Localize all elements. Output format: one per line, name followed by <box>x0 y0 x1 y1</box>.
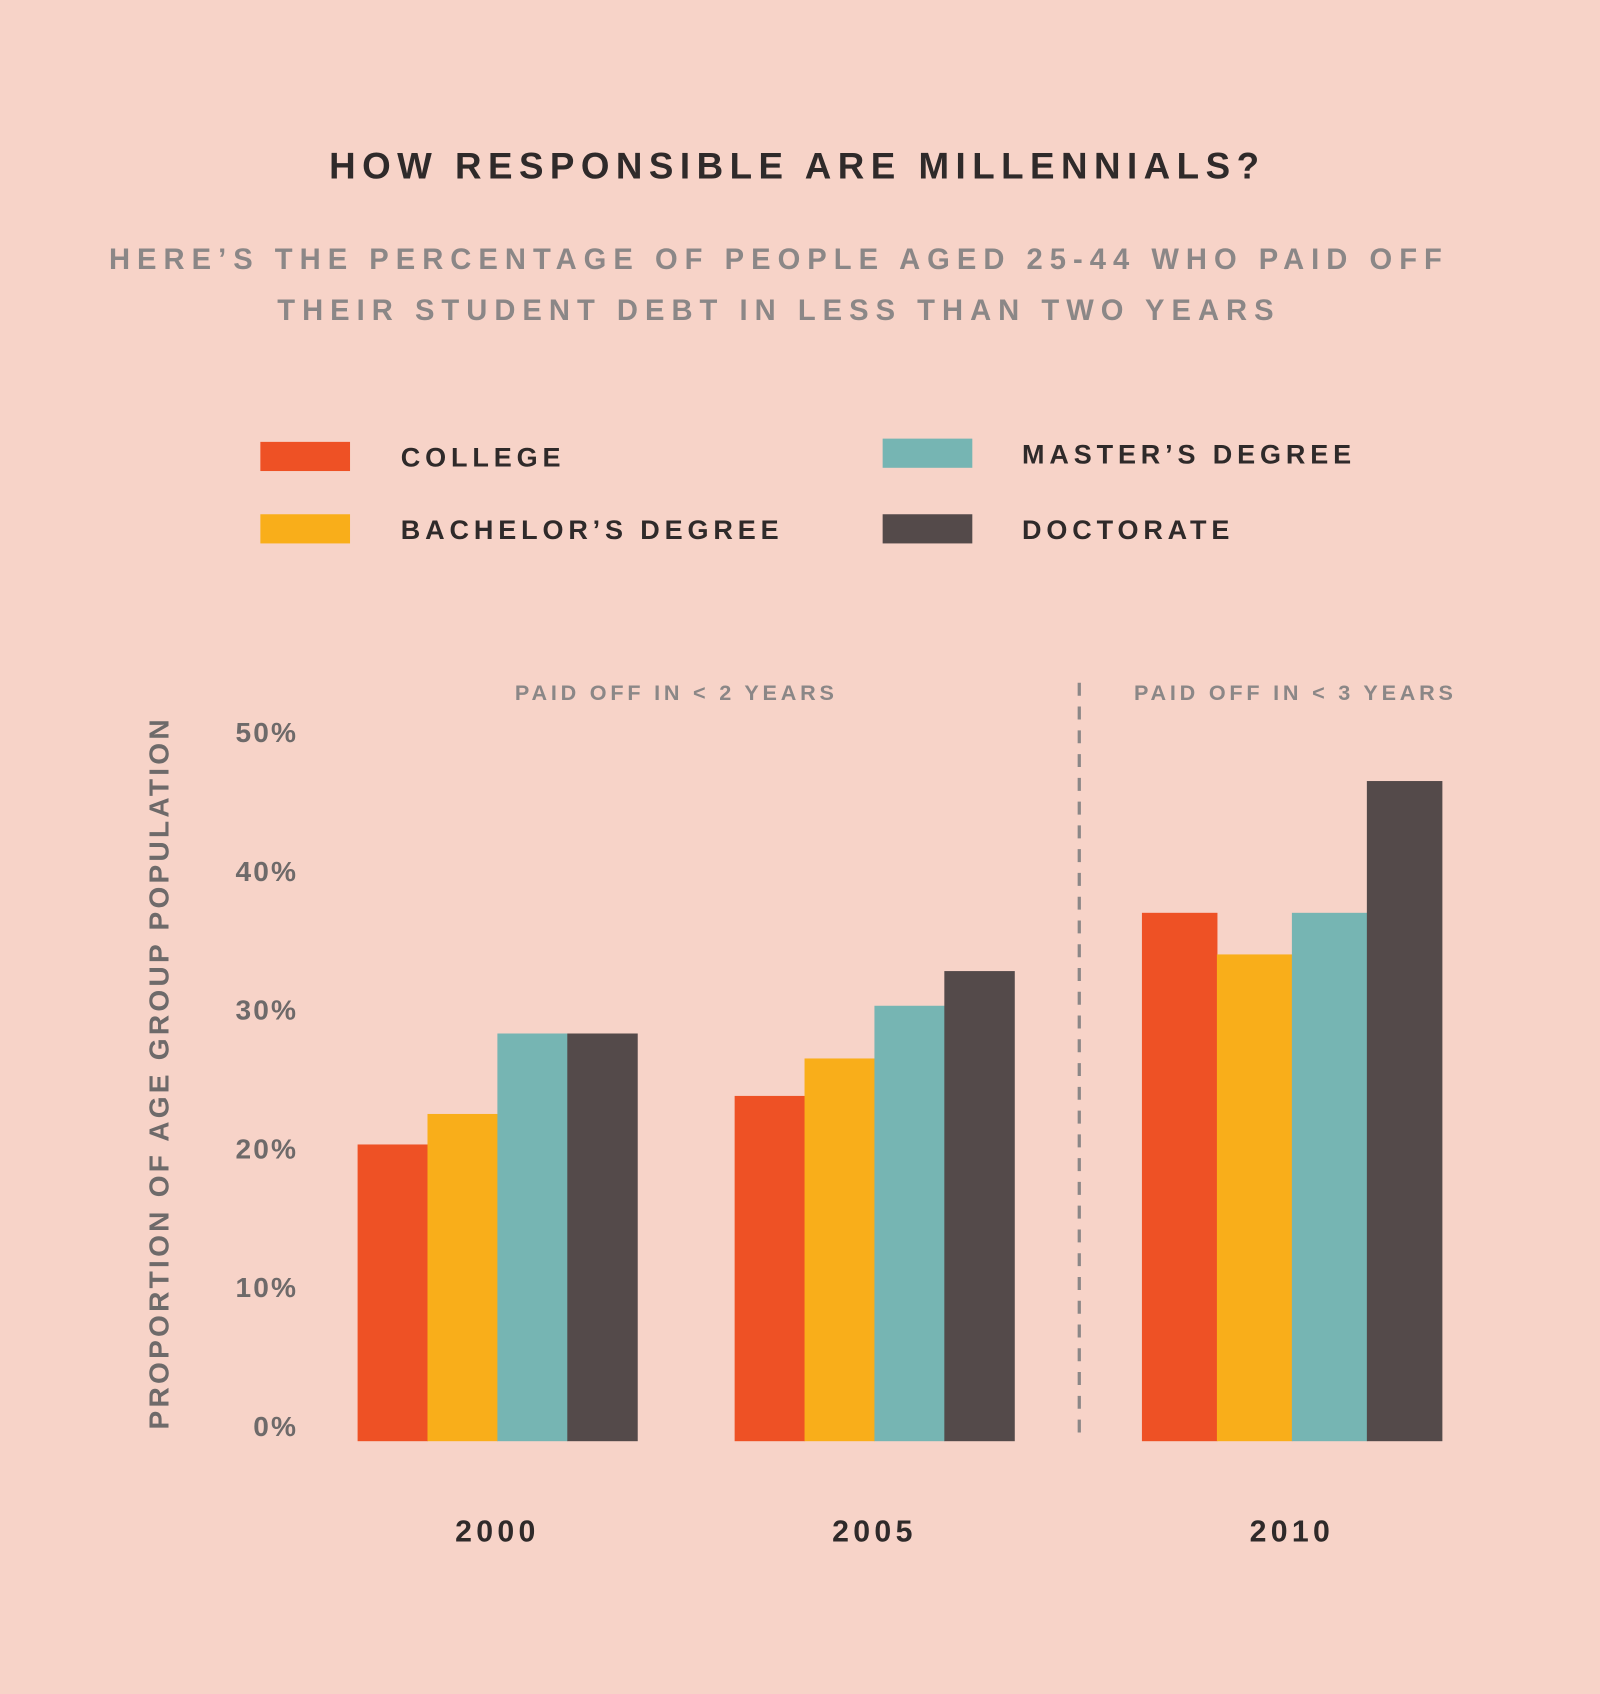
bar-2000-master-s-degree <box>497 1033 568 1442</box>
bar-2005-master-s-degree <box>874 1005 945 1442</box>
legend-label-college: COLLEGE <box>401 443 566 473</box>
y-axis-label: PROPORTION OF AGE GROUP POPULATION <box>144 716 175 1429</box>
y-tick-label: 0% <box>253 1411 298 1442</box>
x-category-label: 2000 <box>455 1516 540 1549</box>
legend-label-bachelor: BACHELOR’S DEGREE <box>401 515 784 545</box>
y-tick-label: 50% <box>235 717 298 748</box>
y-tick-label: 40% <box>235 856 298 887</box>
bar-2005-bachelor-s-degree <box>804 1058 875 1442</box>
bar-2000-doctorate <box>567 1033 638 1442</box>
annotation-2-years: PAID OFF IN < 2 YEARS <box>515 680 838 705</box>
x-category-label: 2005 <box>832 1516 917 1549</box>
bar-2000-bachelor-s-degree <box>427 1113 498 1442</box>
legend-swatch-doctorate <box>882 514 973 544</box>
x-category-label: 2010 <box>1250 1516 1335 1549</box>
bar-2010-master-s-degree <box>1291 912 1368 1442</box>
bar-2005-college <box>734 1095 806 1442</box>
legend-swatch-master <box>882 438 973 468</box>
chart-subtitle-line-2: THEIR STUDENT DEBT IN LESS THAN TWO YEAR… <box>277 295 1280 327</box>
legend: COLLEGE BACHELOR’S DEGREE MASTER’S DEGRE… <box>260 438 1356 545</box>
bar-2010-college <box>1141 912 1218 1442</box>
chart-subtitle-line-1: HERE’S THE PERCENTAGE OF PEOPLE AGED 25-… <box>109 244 1449 276</box>
legend-swatch-college <box>260 441 351 472</box>
annotation-3-years: PAID OFF IN < 3 YEARS <box>1134 680 1457 705</box>
bar-2010-bachelor-s-degree <box>1216 954 1293 1442</box>
bar-2010-doctorate <box>1366 781 1443 1442</box>
y-tick-label: 30% <box>235 995 298 1026</box>
bar-2000-college <box>357 1144 429 1442</box>
y-tick-label: 20% <box>235 1133 298 1164</box>
bar-2005-doctorate <box>944 971 1015 1442</box>
chart-title: HOW RESPONSIBLE ARE MILLENNIALS? <box>329 145 1265 186</box>
legend-label-doctorate: DOCTORATE <box>1022 515 1234 545</box>
legend-label-master: MASTER’S DEGREE <box>1022 439 1356 469</box>
y-tick-label: 10% <box>235 1272 298 1303</box>
legend-swatch-bachelor <box>260 514 351 544</box>
